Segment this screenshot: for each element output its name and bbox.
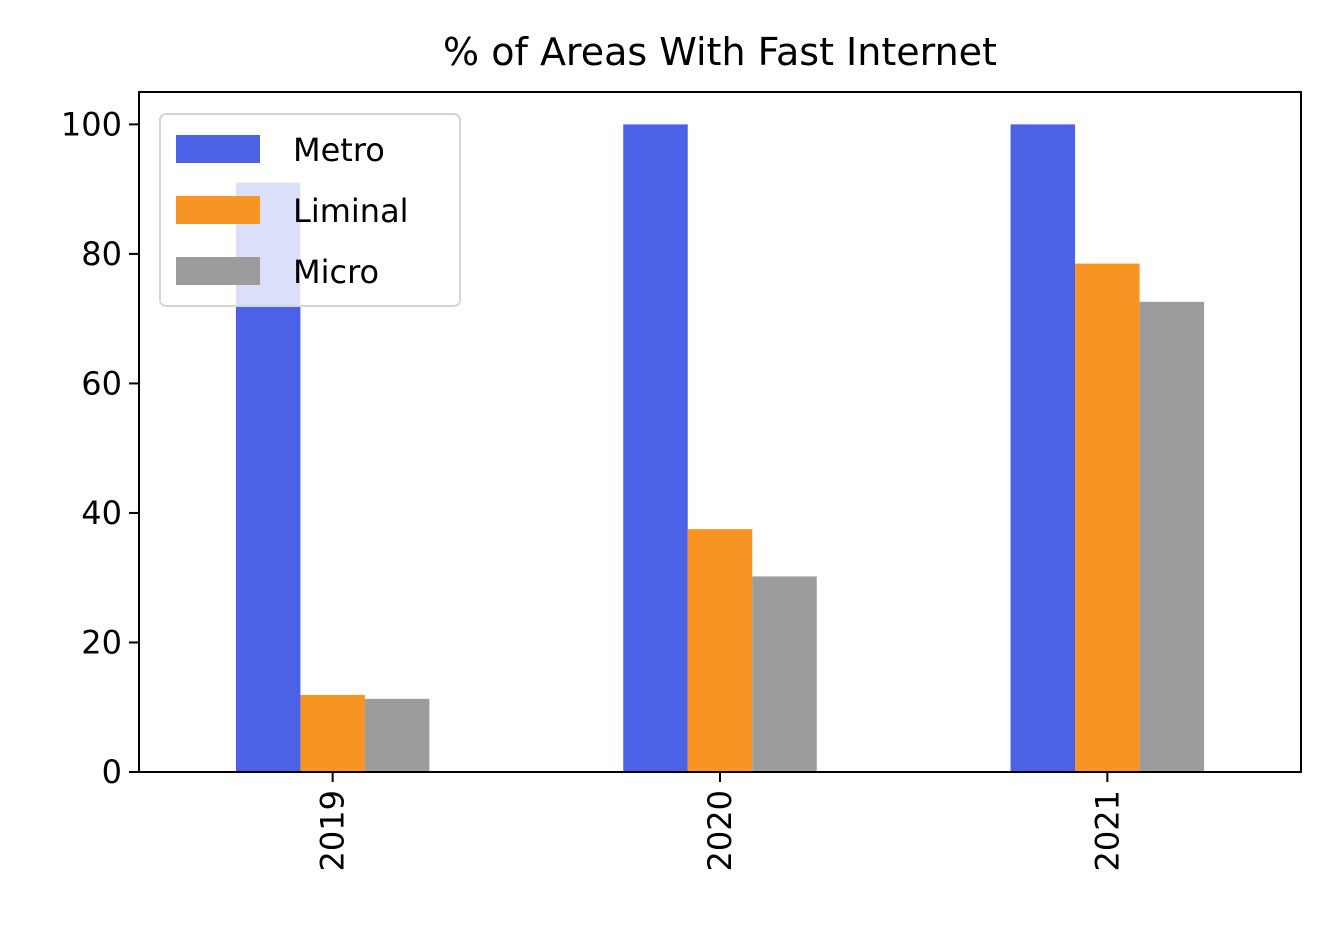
y-tick-label-40: 40 [81, 494, 122, 532]
legend-label-liminal: Liminal [293, 192, 409, 230]
bar-micro-2021 [1139, 301, 1205, 772]
y-tick-label-100: 100 [61, 105, 122, 143]
y-axis: 0 20 40 60 80 100 [61, 105, 139, 791]
x-tick-label-2020: 2020 [701, 790, 739, 871]
x-tick-label-2019: 2019 [314, 790, 352, 871]
x-axis: 2019 2020 2021 [314, 772, 1126, 871]
legend-label-micro: Micro [293, 253, 379, 291]
y-tick-label-20: 20 [81, 623, 122, 661]
bar-metro-2021 [1010, 124, 1076, 772]
bar-liminal-2020 [687, 529, 753, 772]
bar-metro-2020 [623, 124, 688, 772]
x-tick-label-2021: 2021 [1088, 790, 1126, 871]
bar-liminal-2019 [300, 694, 365, 772]
legend-swatch-micro [176, 257, 260, 285]
bar-micro-2020 [752, 576, 817, 772]
legend-label-metro: Metro [293, 131, 385, 169]
y-tick-label-0: 0 [102, 753, 122, 791]
plot-frame [138, 91, 1302, 773]
bar-liminal-2021 [1075, 263, 1140, 772]
y-tick-label-60: 60 [81, 364, 122, 402]
y-tick-label-80: 80 [81, 235, 122, 273]
legend-swatch-liminal [176, 196, 260, 224]
legend-swatch-metro [176, 135, 260, 163]
chart-title: % of Areas With Fast Internet [443, 30, 997, 74]
legend: Metro Liminal Micro [159, 113, 461, 307]
bar-micro-2019 [364, 698, 430, 772]
